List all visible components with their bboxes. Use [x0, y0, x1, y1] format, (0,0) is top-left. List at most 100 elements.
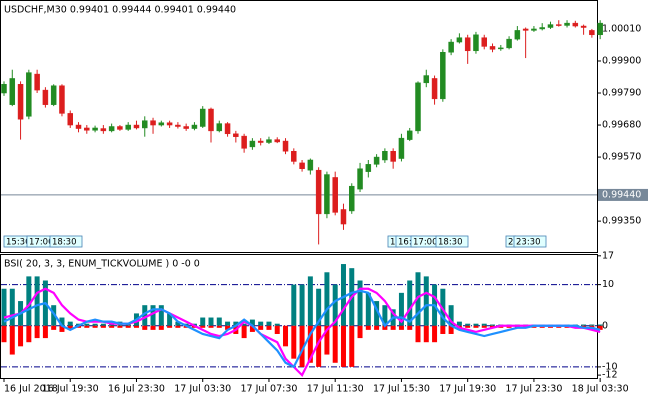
- y-tick-label: 0.99570: [602, 152, 641, 163]
- candle-body: [423, 75, 430, 84]
- histogram-bar: [440, 288, 446, 326]
- indicator-line: [3, 289, 601, 369]
- tag-label: 17:00: [29, 238, 54, 248]
- tag-label: 23:30: [516, 238, 541, 248]
- candle-body: [150, 120, 156, 126]
- candle-body: [415, 82, 421, 132]
- candle-body: [191, 124, 198, 129]
- histogram-bar: [456, 321, 462, 326]
- histogram-bar: [200, 325, 206, 328]
- candle-body: [59, 85, 65, 114]
- candle-body: [498, 47, 504, 50]
- histogram-bar: [150, 305, 156, 326]
- y-tick-label: 1.00010: [602, 23, 641, 34]
- histogram-bar: [9, 325, 15, 355]
- histogram-bar: [332, 325, 338, 363]
- histogram-bar: [200, 317, 206, 326]
- histogram-bar: [299, 325, 305, 367]
- histogram-bar: [398, 292, 404, 326]
- candle-body: [464, 37, 471, 52]
- histogram-bar: [92, 325, 98, 328]
- candle-body: [257, 140, 264, 143]
- x-tick-label: 17 Jul 11:30: [307, 384, 364, 395]
- tag-label: 15:30: [6, 238, 31, 248]
- histogram-bar: [100, 325, 106, 328]
- current-price-box: [598, 188, 648, 201]
- histogram-bar: [1, 325, 7, 343]
- candle-body: [481, 37, 487, 47]
- histogram-bar: [51, 325, 57, 330]
- histogram-bar: [274, 323, 280, 326]
- candle-body: [208, 108, 214, 132]
- histogram-bar: [92, 323, 98, 326]
- candle-body: [332, 177, 338, 213]
- histogram-bar: [473, 323, 479, 326]
- histogram-bar: [432, 325, 438, 343]
- tag-box: [513, 235, 547, 248]
- histogram-bar: [18, 325, 24, 347]
- candle-body: [456, 37, 463, 43]
- histogram-bar: [407, 280, 413, 326]
- histogram-bar: [158, 305, 164, 326]
- histogram-bar: [249, 319, 255, 326]
- candle-body: [506, 38, 512, 49]
- candle-body: [216, 123, 223, 132]
- histogram-bar: [42, 325, 48, 339]
- histogram-bar: [365, 292, 371, 326]
- histogram-bar: [249, 325, 255, 332]
- current-price-label: 0.99440: [602, 189, 641, 200]
- candle-body: [282, 140, 289, 152]
- x-tick-label: 17 Jul 15:30: [373, 384, 430, 395]
- candle-body: [133, 124, 140, 129]
- candle-body: [564, 22, 570, 26]
- histogram-bar: [374, 301, 380, 326]
- histogram-bar: [382, 305, 388, 326]
- tag-label: 18:30: [52, 238, 77, 248]
- histogram-bar: [225, 321, 231, 326]
- candle-body: [117, 126, 123, 130]
- histogram-bar: [142, 305, 148, 326]
- histogram-bar: [316, 288, 322, 326]
- x-tick-label: 16 Jul 19:30: [42, 384, 99, 395]
- candle-body: [448, 41, 454, 53]
- candle-body: [406, 130, 413, 140]
- histogram-bar: [1, 288, 7, 326]
- histogram-bar: [415, 272, 421, 326]
- histogram-bar: [349, 325, 355, 367]
- tag-label: 1: [390, 238, 395, 248]
- y-tick-label: 0.99900: [602, 55, 641, 66]
- candle-body: [365, 164, 372, 172]
- histogram-bar: [241, 323, 247, 326]
- candle-body: [398, 137, 405, 159]
- candle-body: [274, 139, 280, 143]
- histogram-bar: [390, 325, 396, 330]
- histogram-bar: [481, 325, 487, 328]
- histogram-bar: [374, 325, 380, 330]
- histogram-bar: [597, 325, 603, 330]
- candle-body: [291, 151, 297, 162]
- histogram-bar: [167, 313, 173, 326]
- price-panel: [0, 0, 598, 253]
- candle-body: [166, 122, 173, 126]
- candle-body: [26, 72, 32, 117]
- candle-body: [489, 46, 496, 50]
- y-tick-label: 0: [602, 320, 608, 331]
- histogram-bar: [440, 325, 446, 334]
- x-tick-label: 16 Jul 23:30: [108, 384, 165, 395]
- histogram-bar: [448, 305, 454, 326]
- histogram-bar: [125, 325, 131, 328]
- histogram-bar: [332, 284, 338, 326]
- candle-body: [580, 25, 587, 28]
- histogram-bar: [216, 317, 222, 326]
- histogram-bar: [274, 325, 280, 334]
- histogram-bar: [415, 325, 421, 343]
- candle-body: [224, 123, 231, 135]
- x-tick-label: 16 Jul 2018: [4, 384, 58, 395]
- candle-body: [547, 24, 554, 28]
- candle-body: [75, 124, 82, 129]
- x-tick-label: 17 Jul 07:30: [240, 384, 297, 395]
- candle-body: [183, 126, 189, 129]
- histogram-bar: [398, 325, 404, 330]
- tag-label: 16:: [398, 238, 412, 248]
- histogram-bar: [109, 325, 115, 328]
